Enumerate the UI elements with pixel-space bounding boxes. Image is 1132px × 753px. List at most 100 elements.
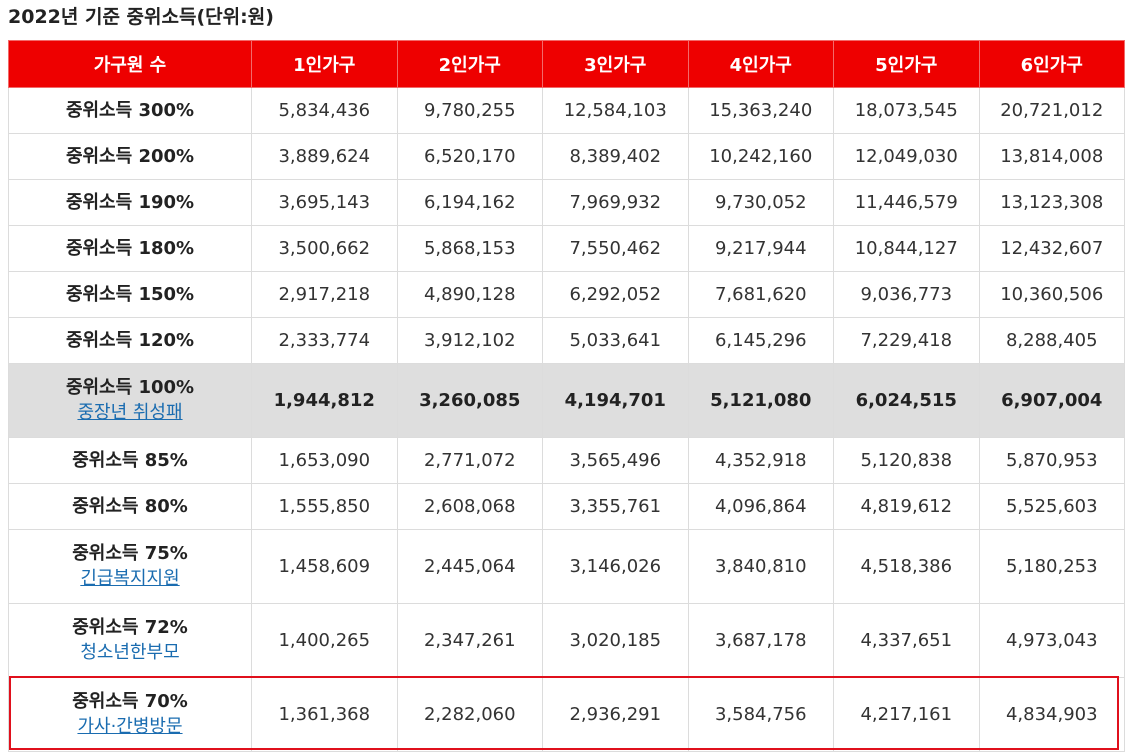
row-label: 중위소득 70% 가사·간병방문 xyxy=(8,677,252,752)
header-5-person: 5인가구 xyxy=(833,40,980,88)
table-cell: 8,389,402 xyxy=(542,133,689,180)
table-cell: 1,944,812 xyxy=(251,363,398,438)
table-cell: 1,555,850 xyxy=(251,483,398,530)
table-cell: 3,146,026 xyxy=(542,529,689,604)
table-cell: 15,363,240 xyxy=(687,87,834,134)
row-label: 중위소득 190% xyxy=(8,179,252,226)
row-label: 중위소득 180% xyxy=(8,225,252,272)
row-label-text: 중위소득 70% xyxy=(72,690,188,712)
program-link-teen-single-parent[interactable]: 청소년한부모 xyxy=(80,641,180,663)
table-cell: 7,550,462 xyxy=(542,225,689,272)
row-label-text: 중위소득 190% xyxy=(65,191,195,213)
table-cell: 13,814,008 xyxy=(978,133,1125,180)
table-row: 중위소득 70% 가사·간병방문 1,361,368 2,282,060 2,9… xyxy=(8,677,1125,752)
table-cell: 8,288,405 xyxy=(978,317,1125,364)
table-cell: 5,121,080 xyxy=(687,363,834,438)
table-cell: 3,584,756 xyxy=(687,677,834,752)
table-cell: 2,333,774 xyxy=(251,317,398,364)
table-cell: 5,868,153 xyxy=(396,225,543,272)
program-link-emergency-welfare[interactable]: 긴급복지지원 xyxy=(80,567,180,589)
table-row-highlighted: 중위소득 100% 중장년 취성패 1,944,812 3,260,085 4,… xyxy=(8,363,1125,438)
table-cell: 4,518,386 xyxy=(833,529,980,604)
table-cell: 3,889,624 xyxy=(251,133,398,180)
table-cell: 2,608,068 xyxy=(396,483,543,530)
table-cell: 7,969,932 xyxy=(542,179,689,226)
table-row: 중위소득 80% 1,555,850 2,608,068 3,355,761 4… xyxy=(8,483,1125,530)
program-link-home-care-visit[interactable]: 가사·간병방문 xyxy=(77,715,183,737)
table-cell: 6,145,296 xyxy=(687,317,834,364)
row-label: 중위소득 85% xyxy=(8,437,252,484)
row-label-text: 중위소득 150% xyxy=(65,283,195,305)
table-cell: 6,292,052 xyxy=(542,271,689,318)
table-cell: 2,347,261 xyxy=(396,603,543,678)
row-label: 중위소득 200% xyxy=(8,133,252,180)
table-cell: 1,458,609 xyxy=(251,529,398,604)
table-row: 중위소득 150% 2,917,218 4,890,128 6,292,052 … xyxy=(8,271,1125,318)
row-label-text: 중위소득 180% xyxy=(65,237,195,259)
table-cell: 1,361,368 xyxy=(251,677,398,752)
table-cell: 7,229,418 xyxy=(833,317,980,364)
table-cell: 5,525,603 xyxy=(978,483,1125,530)
table-cell: 4,352,918 xyxy=(687,437,834,484)
row-label: 중위소득 150% xyxy=(8,271,252,318)
table-cell: 20,721,012 xyxy=(978,87,1125,134)
table-cell: 6,907,004 xyxy=(978,363,1125,438)
table-cell: 10,844,127 xyxy=(833,225,980,272)
table-cell: 1,653,090 xyxy=(251,437,398,484)
table-cell: 5,120,838 xyxy=(833,437,980,484)
row-label-text: 중위소득 300% xyxy=(65,99,195,121)
table-cell: 3,260,085 xyxy=(396,363,543,438)
page-title: 2022년 기준 중위소득(단위:원) xyxy=(8,6,274,28)
table-cell: 3,565,496 xyxy=(542,437,689,484)
table-cell: 5,834,436 xyxy=(251,87,398,134)
table-cell: 4,096,864 xyxy=(687,483,834,530)
table-cell: 4,890,128 xyxy=(396,271,543,318)
table-cell: 4,834,903 xyxy=(978,677,1125,752)
table-cell: 12,049,030 xyxy=(833,133,980,180)
table-cell: 2,917,218 xyxy=(251,271,398,318)
table-cell: 5,870,953 xyxy=(978,437,1125,484)
table-cell: 4,973,043 xyxy=(978,603,1125,678)
table-row: 중위소득 85% 1,653,090 2,771,072 3,565,496 4… xyxy=(8,437,1125,484)
table-cell: 1,400,265 xyxy=(251,603,398,678)
program-link-midlife-employment[interactable]: 중장년 취성패 xyxy=(77,401,183,423)
table-cell: 7,681,620 xyxy=(687,271,834,318)
table-cell: 3,355,761 xyxy=(542,483,689,530)
table-header-row: 가구원 수 1인가구 2인가구 3인가구 4인가구 5인가구 6인가구 xyxy=(8,40,1125,88)
row-label-text: 중위소득 120% xyxy=(65,329,195,351)
table-cell: 3,840,810 xyxy=(687,529,834,604)
table-row: 중위소득 75% 긴급복지지원 1,458,609 2,445,064 3,14… xyxy=(8,529,1125,604)
table-row: 중위소득 180% 3,500,662 5,868,153 7,550,462 … xyxy=(8,225,1125,272)
table-cell: 9,730,052 xyxy=(687,179,834,226)
table-cell: 3,020,185 xyxy=(542,603,689,678)
table-cell: 13,123,308 xyxy=(978,179,1125,226)
row-label-text: 중위소득 72% xyxy=(72,616,188,638)
table-cell: 12,584,103 xyxy=(542,87,689,134)
table-cell: 3,695,143 xyxy=(251,179,398,226)
table-cell: 4,337,651 xyxy=(833,603,980,678)
row-label: 중위소득 75% 긴급복지지원 xyxy=(8,529,252,604)
table-cell: 6,520,170 xyxy=(396,133,543,180)
table-cell: 10,242,160 xyxy=(687,133,834,180)
table-row: 중위소득 300% 5,834,436 9,780,255 12,584,103… xyxy=(8,87,1125,134)
table-cell: 2,771,072 xyxy=(396,437,543,484)
table-cell: 9,780,255 xyxy=(396,87,543,134)
table-cell: 2,445,064 xyxy=(396,529,543,604)
row-label: 중위소득 80% xyxy=(8,483,252,530)
table-row: 중위소득 72% 청소년한부모 1,400,265 2,347,261 3,02… xyxy=(8,603,1125,678)
row-label: 중위소득 100% 중장년 취성패 xyxy=(8,363,252,438)
table-row: 중위소득 190% 3,695,143 6,194,162 7,969,932 … xyxy=(8,179,1125,226)
header-3-person: 3인가구 xyxy=(542,40,689,88)
header-6-person: 6인가구 xyxy=(978,40,1125,88)
table-cell: 9,217,944 xyxy=(687,225,834,272)
table-cell: 5,033,641 xyxy=(542,317,689,364)
table-cell: 3,912,102 xyxy=(396,317,543,364)
header-2-person: 2인가구 xyxy=(396,40,543,88)
table-cell: 2,282,060 xyxy=(396,677,543,752)
table-cell: 4,217,161 xyxy=(833,677,980,752)
table-cell: 4,819,612 xyxy=(833,483,980,530)
table-cell: 2,936,291 xyxy=(542,677,689,752)
table-cell: 12,432,607 xyxy=(978,225,1125,272)
row-label-text: 중위소득 100% xyxy=(65,376,195,398)
table-cell: 6,194,162 xyxy=(396,179,543,226)
